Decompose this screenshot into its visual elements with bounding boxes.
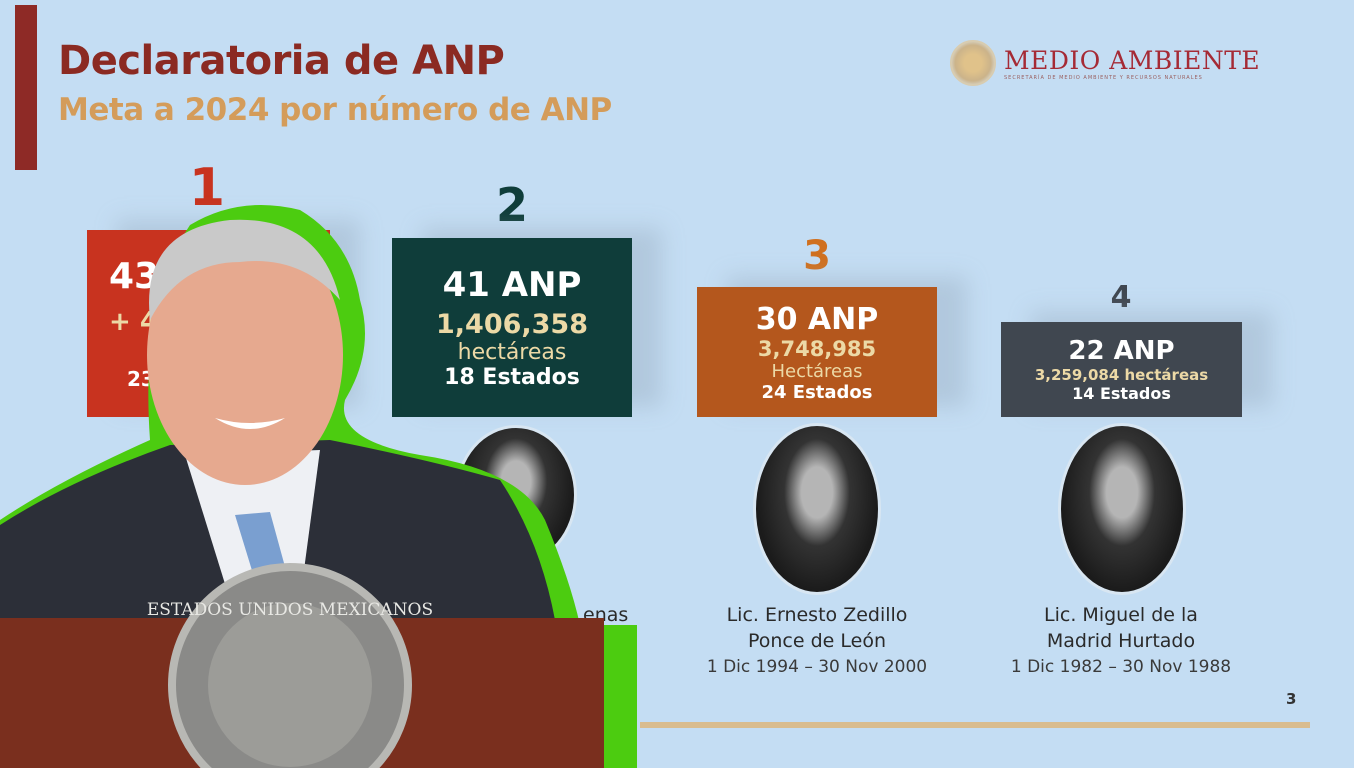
hectares-label: hectáreas bbox=[457, 340, 567, 365]
portrait-zedillo bbox=[753, 423, 881, 595]
rank-4: 4 bbox=[1110, 280, 1132, 315]
name-line: Ponce de León bbox=[747, 630, 887, 652]
states: 14 Estados bbox=[1072, 384, 1171, 403]
portrait-de-la-madrid bbox=[1058, 423, 1186, 595]
name-line: Lic. Miguel de la bbox=[1044, 604, 1198, 626]
hectares: 1,406,358 bbox=[435, 309, 589, 340]
rank-2: 2 bbox=[495, 178, 528, 232]
states: 24 Estados bbox=[761, 381, 873, 403]
face bbox=[147, 225, 343, 485]
slide-subtitle: Meta a 2024 por número de ANP bbox=[58, 92, 612, 128]
seal-text: ESTADOS UNIDOS MEXICANOS bbox=[147, 600, 433, 620]
medio-ambiente-logo: MEDIO AMBIENTE SECRETARÍA DE MEDIO AMBIE… bbox=[950, 40, 1260, 86]
hectares: 3,259,084 hectáreas bbox=[1034, 366, 1209, 384]
rank-3: 3 bbox=[803, 233, 831, 279]
anp-count: 22 ANP bbox=[1068, 336, 1175, 366]
president-de-la-madrid: Lic. Miguel de la Madrid Hurtado 1 Dic 1… bbox=[971, 602, 1271, 680]
page-number: 3 bbox=[1286, 690, 1297, 708]
hectares: 3,748,985 bbox=[757, 336, 877, 361]
hectares-label: Hectáreas bbox=[771, 360, 863, 382]
seal-icon bbox=[950, 40, 996, 86]
rank-3-box: 30 ANP 3,748,985 Hectáreas 24 Estados bbox=[697, 287, 937, 417]
rank-2-box: 41 ANP 1,406,358 hectáreas 18 Estados bbox=[392, 238, 632, 417]
anp-count: 41 ANP bbox=[442, 265, 582, 305]
rank-1: 1 bbox=[188, 158, 226, 218]
name-line: Lic. Ernesto Zedillo bbox=[726, 604, 908, 626]
name-line: Madrid Hurtado bbox=[1046, 630, 1196, 652]
hair bbox=[149, 219, 340, 320]
term-dates: 1 Dic 1994 – 30 Nov 2000 bbox=[706, 657, 928, 677]
slide-title: Declaratoria de ANP bbox=[58, 38, 505, 84]
smile bbox=[215, 418, 285, 429]
anp-count: 30 ANP bbox=[755, 301, 879, 337]
logo-subtext: SECRETARÍA DE MEDIO AMBIENTE Y RECURSOS … bbox=[1004, 74, 1203, 81]
footer-rule bbox=[640, 722, 1310, 728]
logo-text: MEDIO AMBIENTE bbox=[1004, 45, 1261, 75]
states: 18 Estados bbox=[444, 365, 580, 390]
accent-bar bbox=[15, 5, 37, 170]
term-dates: 1 Dic 1982 – 30 Nov 1988 bbox=[1010, 657, 1232, 677]
president-zedillo: Lic. Ernesto Zedillo Ponce de León 1 Dic… bbox=[667, 602, 967, 680]
rank-4-box: 22 ANP 3,259,084 hectáreas 14 Estados bbox=[1001, 322, 1242, 417]
